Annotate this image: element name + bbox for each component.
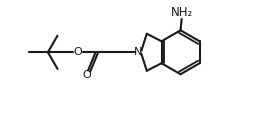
Text: O: O <box>83 70 91 80</box>
Text: N: N <box>134 47 142 57</box>
Text: O: O <box>73 47 82 57</box>
Text: NH₂: NH₂ <box>170 6 193 19</box>
